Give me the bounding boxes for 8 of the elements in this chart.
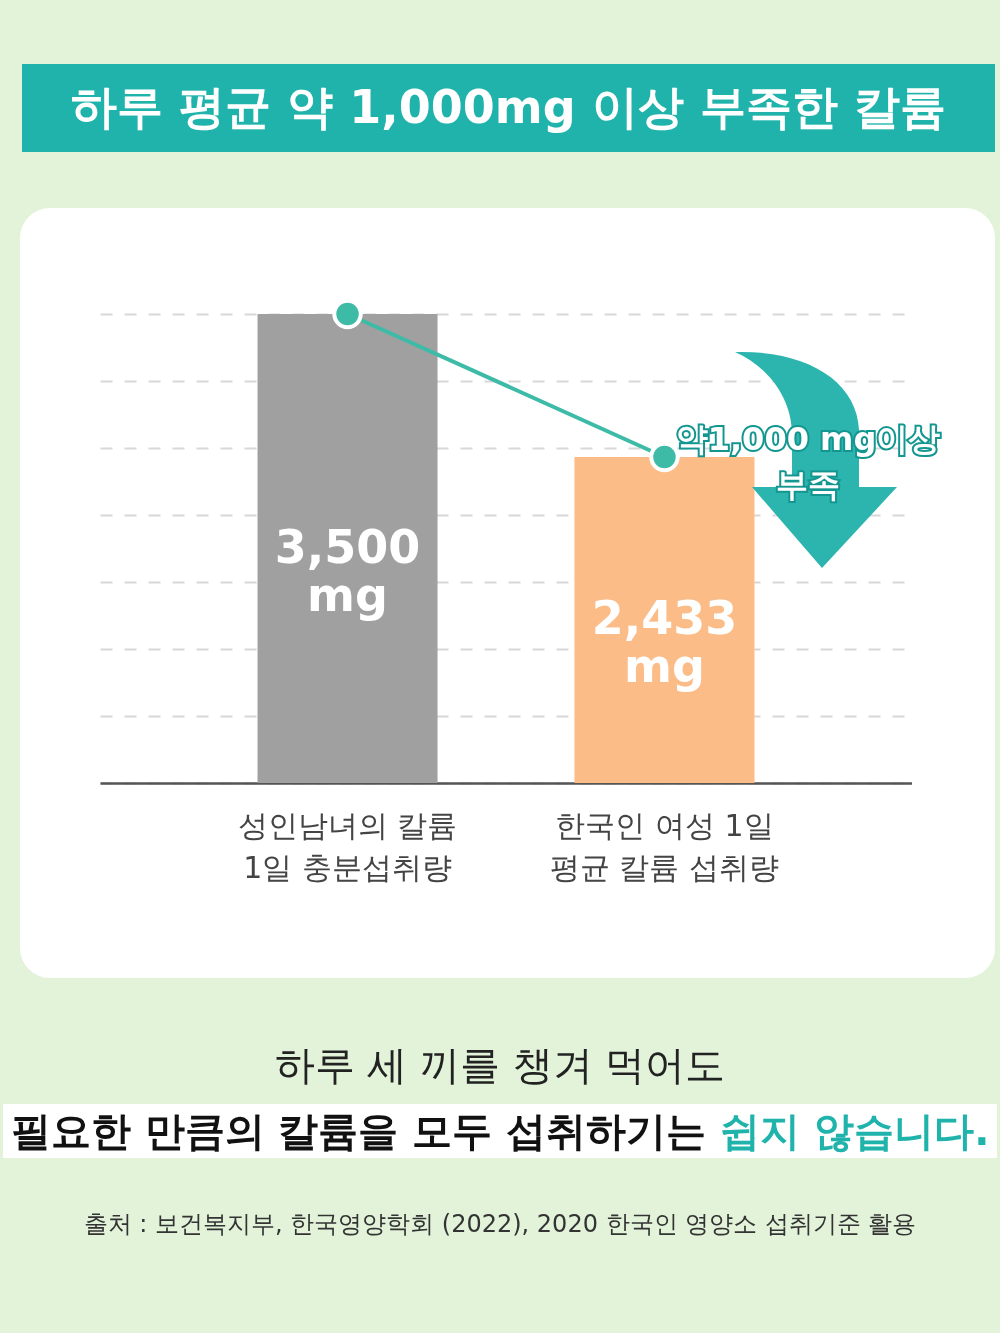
text: 하루 세 끼를 챙겨 먹어도 bbox=[273, 1041, 727, 1090]
text: 필요한 만큼의 칼륨을 모두 섭취하기는 쉽지 않습니다. bbox=[10, 1108, 990, 1154]
data-label: 2,433 mg bbox=[591, 590, 738, 693]
x-tick-label: 한국인 여성 1일 평균 칼륨 섭취량 bbox=[549, 807, 780, 885]
source-note: 출처 : 보건복지부, 한국영양학회 (2022), 2020 한국인 영양소 섭취기준 활용 bbox=[82, 1209, 918, 1240]
data-label: 3,500 mg bbox=[274, 519, 421, 622]
chart-title: 하루 평균 약 1,000mg 이상 부족한 칼륨 bbox=[22, 64, 995, 152]
x-tick-label: 성인남녀의 칼륨 1일 충분섭취량 bbox=[237, 807, 458, 885]
